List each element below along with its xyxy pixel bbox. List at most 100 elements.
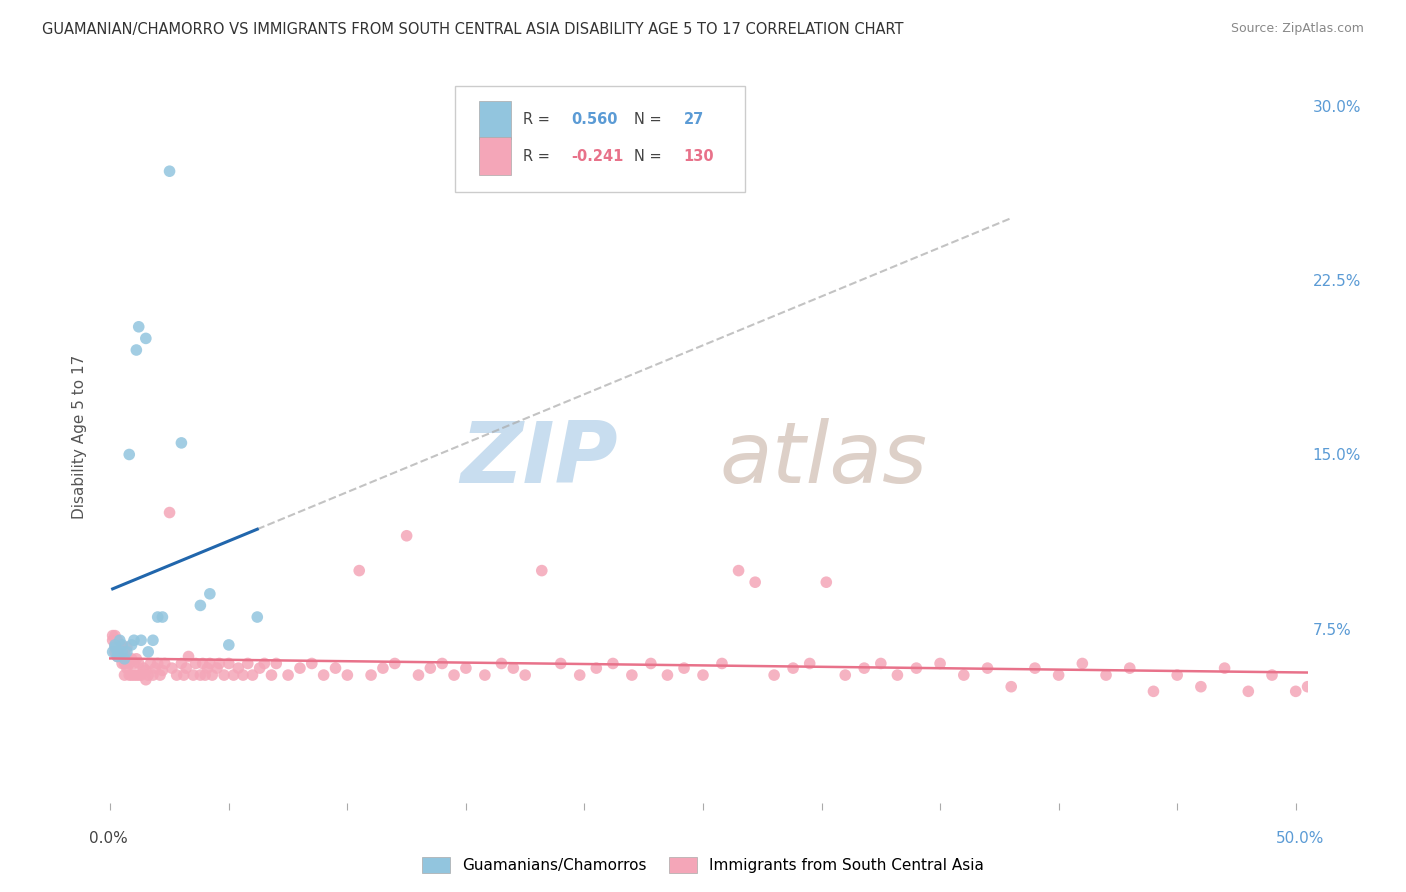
Point (135, 331, 157, 345)
Point (108, 645, 131, 659)
Point (1303, 691, 1326, 706)
Point (869, 657, 891, 671)
Point (1095, 668, 1118, 682)
Point (101, 645, 124, 659)
Point (491, 657, 513, 671)
Point (114, 657, 136, 671)
Point (166, 668, 188, 682)
Point (1166, 668, 1188, 682)
Point (111, 640, 134, 655)
Text: 130: 130 (683, 149, 714, 164)
Text: 0.560: 0.560 (571, 112, 617, 128)
Point (170, 657, 193, 671)
Text: R =: R = (523, 112, 554, 128)
Point (673, 661, 696, 675)
Point (1142, 684, 1164, 698)
Point (384, 657, 406, 671)
Point (834, 668, 856, 682)
Point (419, 661, 441, 675)
Point (111, 657, 134, 671)
Point (763, 668, 786, 682)
Point (152, 610, 174, 624)
Point (105, 633, 128, 648)
Point (550, 657, 572, 671)
Point (602, 657, 624, 671)
Point (122, 668, 145, 682)
Point (336, 668, 359, 682)
Point (408, 668, 430, 682)
Point (530, 564, 553, 578)
Point (115, 661, 138, 675)
Point (114, 645, 136, 659)
Point (208, 657, 231, 671)
Point (692, 668, 714, 682)
Point (128, 668, 150, 682)
Point (190, 599, 212, 613)
Point (190, 668, 212, 682)
Point (454, 661, 477, 675)
Point (371, 661, 394, 675)
Point (104, 638, 127, 652)
Point (312, 668, 335, 682)
Point (242, 668, 264, 682)
Point (1047, 668, 1070, 682)
Point (122, 657, 145, 671)
Point (1237, 684, 1260, 698)
Point (184, 657, 207, 671)
Point (395, 529, 418, 543)
Point (1285, 684, 1308, 698)
Point (160, 661, 183, 675)
Point (799, 657, 821, 671)
Point (976, 661, 998, 675)
Point (136, 645, 159, 659)
Point (301, 657, 323, 671)
Point (146, 610, 169, 624)
Point (177, 649, 200, 664)
Point (142, 668, 165, 682)
Text: N =: N = (634, 112, 666, 128)
Point (952, 668, 974, 682)
Point (744, 575, 766, 590)
Point (111, 649, 134, 664)
Point (118, 448, 141, 462)
Text: 0.0%: 0.0% (89, 831, 128, 846)
Point (222, 668, 245, 682)
Point (502, 661, 524, 675)
Point (432, 657, 454, 671)
Text: GUAMANIAN/CHAMORRO VS IMMIGRANTS FROM SOUTH CENTRAL ASIA DISABILITY AGE 5 TO 17 : GUAMANIAN/CHAMORRO VS IMMIGRANTS FROM SO… (42, 22, 904, 37)
Point (101, 629, 124, 643)
Point (325, 661, 347, 675)
Point (128, 657, 150, 671)
Point (197, 661, 219, 675)
Point (104, 640, 127, 655)
Point (108, 638, 131, 652)
Text: ZIP: ZIP (461, 417, 619, 500)
Y-axis label: Disability Age 5 to 17: Disability Age 5 to 17 (72, 355, 87, 519)
Point (146, 657, 169, 671)
Point (173, 668, 195, 682)
Point (226, 661, 249, 675)
Point (129, 668, 152, 682)
Point (1313, 680, 1336, 694)
Point (815, 575, 838, 590)
Point (125, 668, 148, 682)
Point (114, 652, 136, 666)
Point (347, 564, 370, 578)
Point (657, 668, 679, 682)
Point (929, 657, 952, 671)
Point (360, 668, 382, 682)
Point (236, 657, 259, 671)
Point (288, 661, 311, 675)
Point (174, 661, 197, 675)
Point (101, 633, 124, 648)
Point (1119, 661, 1142, 675)
Point (111, 638, 134, 652)
Text: 50.0%: 50.0% (1277, 831, 1324, 846)
Point (585, 661, 607, 675)
Point (568, 668, 591, 682)
Point (105, 649, 128, 664)
Point (191, 657, 214, 671)
Point (149, 668, 172, 682)
Point (159, 164, 181, 178)
Point (118, 668, 141, 682)
